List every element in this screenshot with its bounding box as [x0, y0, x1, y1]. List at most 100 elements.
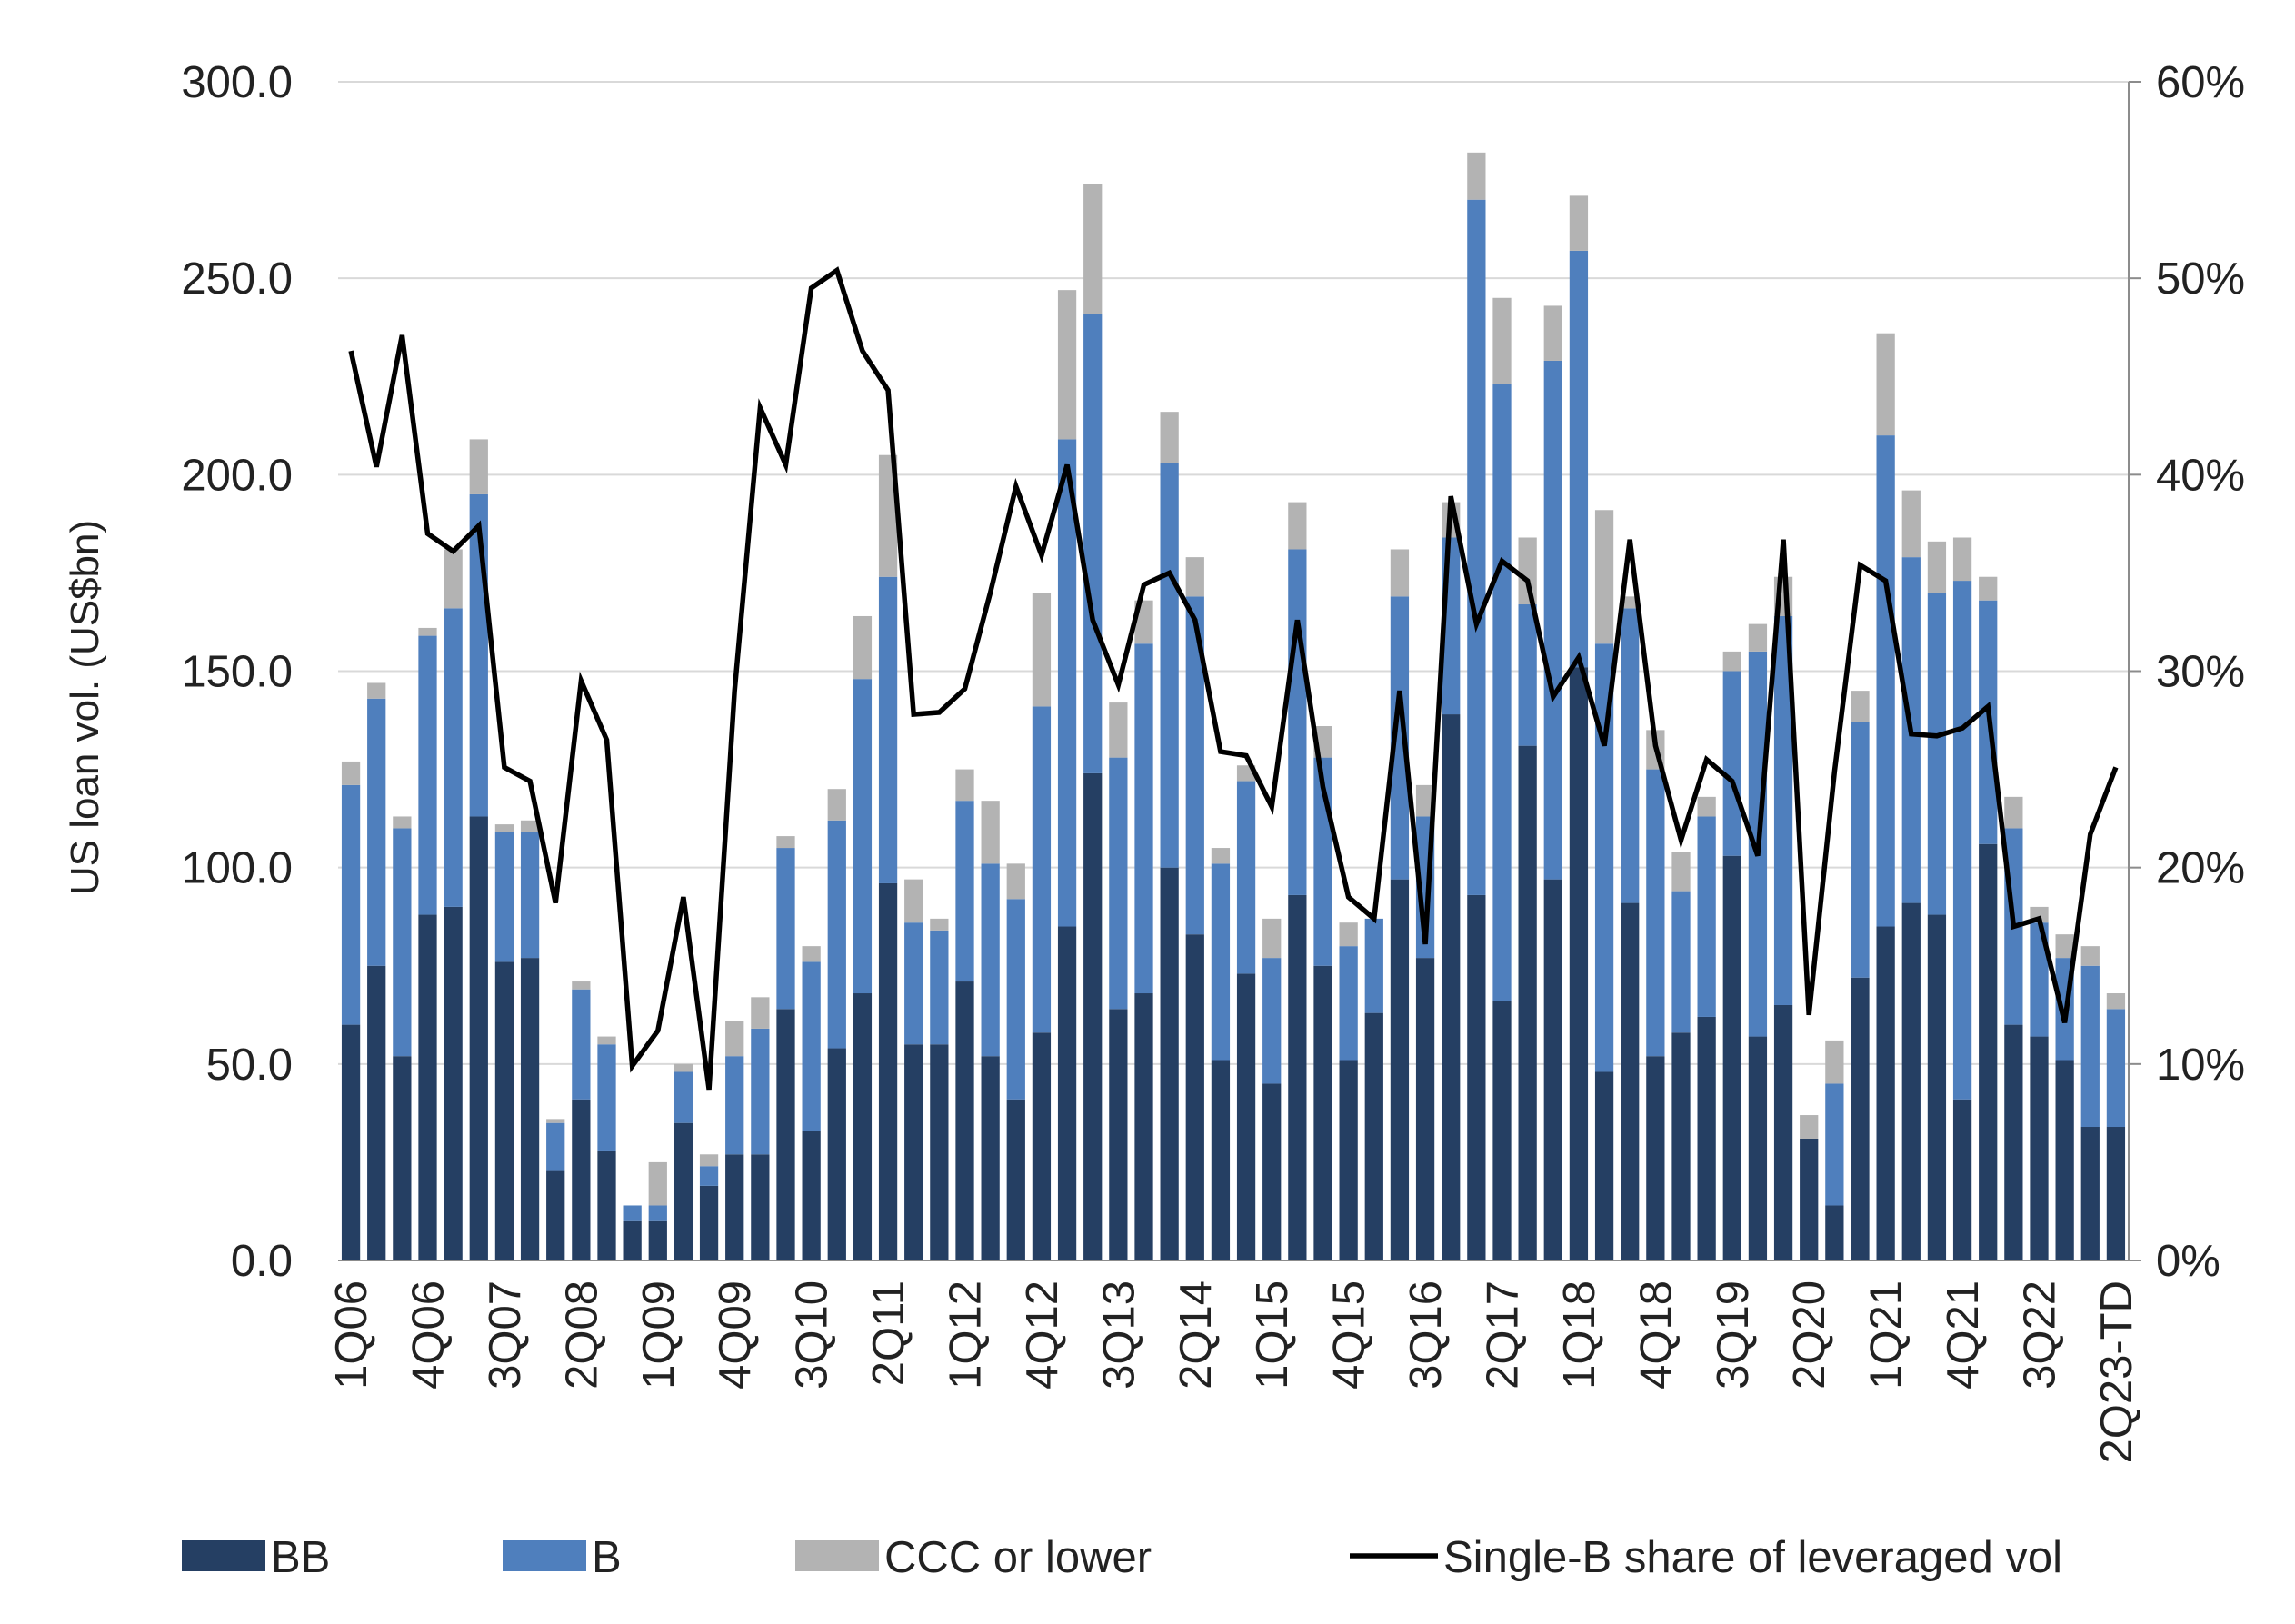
bar-bb — [1800, 1138, 1819, 1260]
bar-bb — [1518, 745, 1537, 1260]
bar-bb — [930, 1044, 949, 1260]
bar-b — [776, 848, 795, 1010]
bar-ccc-or-lower — [1671, 852, 1691, 892]
bar-ccc-or-lower — [1876, 333, 1895, 436]
x-tick-label: 1Q15 — [1248, 1280, 1297, 1390]
bar-b — [853, 679, 873, 994]
x-tick-label: 1Q12 — [942, 1280, 991, 1390]
bar-ccc-or-lower — [494, 824, 514, 832]
bar-ccc-or-lower — [776, 836, 795, 849]
bar-ccc-or-lower — [341, 761, 361, 785]
bar-bb — [520, 958, 540, 1260]
x-tick-label: 4Q18 — [1631, 1280, 1681, 1390]
x-tick-label: 4Q21 — [1939, 1280, 1988, 1390]
bar-bb — [1569, 667, 1589, 1260]
bar-b — [1236, 781, 1256, 974]
bar-bb — [1364, 1012, 1383, 1260]
bar-bb — [2004, 1024, 2023, 1260]
bar-ccc-or-lower — [1825, 1040, 1844, 1084]
bar-bb — [853, 993, 873, 1260]
bar-bb — [623, 1220, 642, 1260]
bar-bb — [1825, 1205, 1844, 1260]
bar-ccc-or-lower — [469, 439, 488, 494]
bar-bb — [393, 1056, 412, 1260]
bar-b — [802, 961, 821, 1131]
bar-bb — [469, 816, 488, 1260]
bar-ccc-or-lower — [674, 1063, 693, 1072]
bar-b — [1109, 757, 1128, 1010]
bar-bb — [1773, 1004, 1793, 1260]
y-tick-label-right: 40% — [2156, 451, 2245, 500]
x-tick-label: 2Q08 — [557, 1280, 606, 1390]
bar-b — [1773, 615, 1793, 1005]
bar-ccc-or-lower — [699, 1154, 719, 1167]
bar-ccc-or-lower — [1032, 593, 1052, 707]
bar-ccc-or-lower — [1492, 297, 1512, 384]
y-tick-label-right: 0% — [2156, 1237, 2220, 1286]
bar-ccc-or-lower — [1569, 195, 1589, 251]
bar-ccc-or-lower — [1979, 576, 1998, 601]
bar-b — [674, 1071, 693, 1123]
bar-bb — [904, 1044, 923, 1260]
bar-ccc-or-lower — [802, 946, 821, 962]
y-tick-label-left: 0.0 — [231, 1237, 293, 1286]
bar-bb — [1109, 1009, 1128, 1260]
x-tick-label: 3Q16 — [1402, 1280, 1451, 1390]
bar-ccc-or-lower — [1211, 848, 1231, 864]
bar-bb — [1748, 1036, 1768, 1260]
bar-b — [1876, 435, 1895, 927]
bar-ccc-or-lower — [1288, 502, 1307, 550]
bar-bb — [1467, 894, 1486, 1260]
bar-ccc-or-lower — [853, 615, 873, 680]
bar-bb — [776, 1009, 795, 1260]
legend-item-single-b-share-of-leveraged-vol: Single-B share of leveraged vol — [1350, 1533, 2062, 1582]
bar-bb — [648, 1220, 667, 1260]
bar-bb — [699, 1185, 719, 1260]
bar-b — [981, 863, 1000, 1057]
bar-ccc-or-lower — [1851, 691, 1870, 722]
bar-bb — [674, 1122, 693, 1260]
bar-bb — [2055, 1060, 2074, 1260]
bar-b — [1825, 1083, 1844, 1206]
bar-bb — [751, 1154, 770, 1260]
bar-bb — [802, 1131, 821, 1260]
bar-bb — [367, 965, 386, 1260]
bar-b — [1083, 314, 1103, 773]
bar-ccc-or-lower — [572, 981, 591, 990]
bar-b — [1671, 891, 1691, 1033]
bar-b — [2080, 965, 2100, 1128]
legend-label: BB — [271, 1533, 330, 1582]
bar-bb — [1927, 914, 1947, 1260]
bar-ccc-or-lower — [1057, 290, 1077, 440]
bar-bb — [597, 1150, 616, 1260]
bar-b — [1927, 593, 1947, 915]
bar-bb — [1262, 1083, 1282, 1260]
bar-ccc-or-lower — [648, 1161, 667, 1206]
axes: 0.0 50.0 100.0 150.0 200.0 250.0 300.0 0% 10% 20%… — [63, 58, 2245, 1464]
bar-bb — [1211, 1060, 1231, 1260]
bar-b — [1492, 384, 1512, 1001]
x-tick-label: 3Q22 — [2016, 1280, 2065, 1390]
bar-bb — [1646, 1056, 1665, 1260]
bar-b — [1594, 643, 1614, 1072]
x-tick-label: 4Q15 — [1325, 1280, 1374, 1390]
y-tick-label-left: 250.0 — [181, 254, 293, 304]
bar-bb — [1901, 902, 1921, 1260]
bar-b — [1288, 549, 1307, 895]
bar-ccc-or-lower — [1800, 1115, 1819, 1139]
legend-item-ccc-or-lower: CCC or lower — [795, 1533, 1152, 1582]
bar-bb — [1671, 1032, 1691, 1260]
bar-b — [1160, 463, 1179, 868]
bar-ccc-or-lower — [2004, 796, 2023, 829]
bar-bb — [1083, 772, 1103, 1260]
x-tick-label: 1Q06 — [327, 1280, 376, 1390]
y-tick-label-left: 200.0 — [181, 451, 293, 500]
x-tick-label: 2Q11 — [864, 1280, 913, 1386]
bar-b — [623, 1205, 642, 1221]
bar-bb — [2030, 1036, 2049, 1260]
bar-b — [1851, 722, 1870, 978]
bar-b — [341, 784, 361, 1025]
legend-swatch — [182, 1540, 265, 1571]
bar-b — [1032, 706, 1052, 1033]
bar-b — [1697, 816, 1716, 1017]
